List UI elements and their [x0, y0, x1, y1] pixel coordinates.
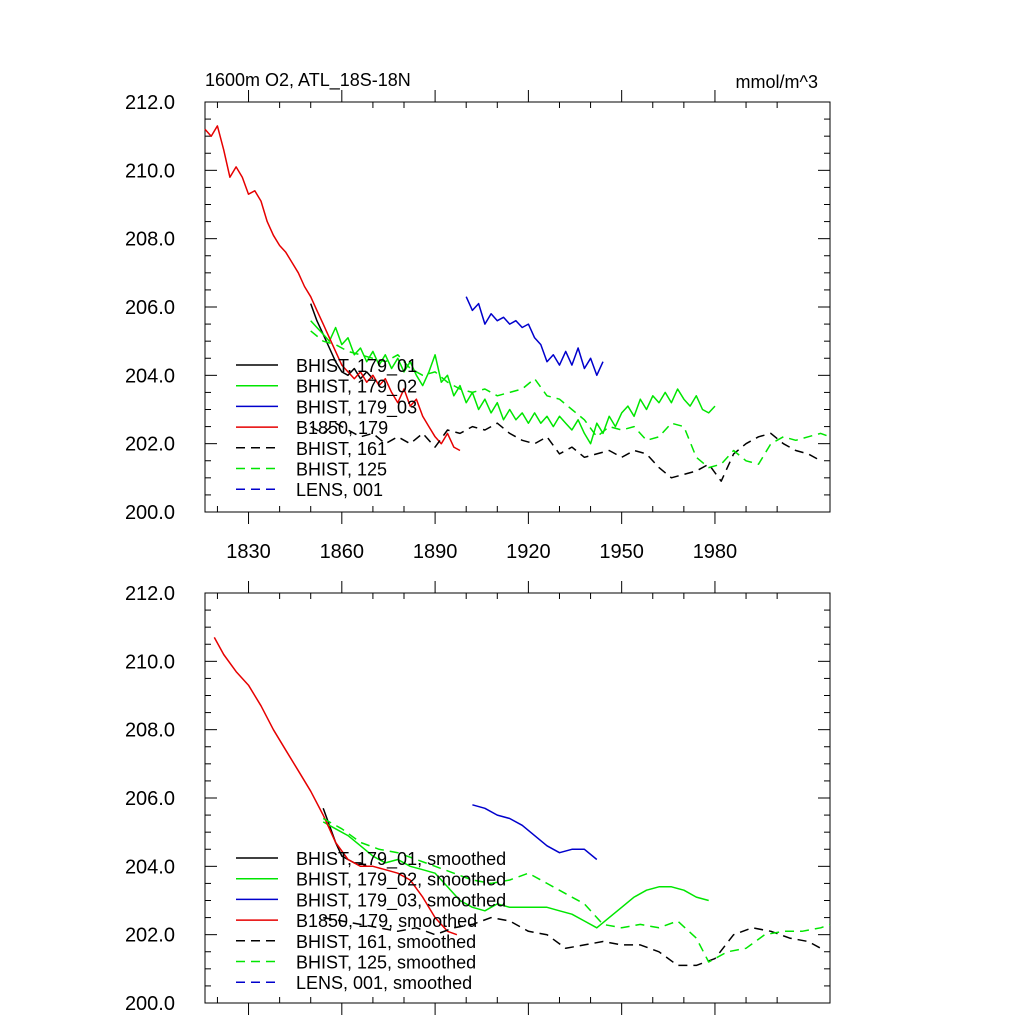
y-tick-label: 204.0: [125, 365, 175, 387]
legend-label: BHIST, 179_02, smoothed: [296, 870, 506, 891]
series-line-2: [322, 821, 709, 929]
series-line-3: [465, 296, 604, 377]
y-tick-label: 212.0: [125, 92, 175, 114]
y-tick-label: 212.0: [125, 583, 175, 605]
legend-label: BHIST, 125, smoothed: [296, 953, 476, 973]
x-tick-label: 1890: [413, 541, 458, 563]
x-tick-label: 1860: [320, 541, 365, 563]
series-line-6: [310, 330, 831, 469]
legend-label: BHIST, 161, smoothed: [296, 932, 476, 952]
x-tick-label: 1950: [599, 541, 644, 563]
x-tick-label: 1830: [226, 541, 271, 563]
legend-label: BHIST, 179_01, smoothed: [296, 849, 506, 870]
y-tick-label: 208.0: [125, 229, 175, 251]
y-tick-label: 208.0: [125, 720, 175, 742]
x-tick-label: 1980: [693, 541, 738, 563]
legend-label: BHIST, 179_02: [296, 377, 417, 398]
series-line-4: [204, 125, 461, 452]
legend-label: BHIST, 179_01: [296, 356, 417, 377]
x-tick-label: 1920: [506, 541, 551, 563]
legend-label: LENS, 001: [296, 480, 383, 500]
y-tick-label: 202.0: [125, 434, 175, 456]
y-tick-label: 202.0: [125, 925, 175, 947]
legend-label: BHIST, 125: [296, 460, 387, 480]
y-tick-label: 200.0: [125, 502, 175, 524]
y-tick-label: 206.0: [125, 788, 175, 810]
legend-label: B1850, 179: [296, 418, 388, 438]
legend-label: BHIST, 179_03: [296, 397, 417, 418]
units-label: mmol/m^3: [736, 72, 818, 92]
series-line-3: [472, 804, 598, 861]
series-line-4: [213, 637, 458, 936]
chart-panel-2: 200.0 202.0 204.0 206.0 208.0 210.0 212.0 BHIST…: [125, 581, 831, 1015]
chart-panel-1: 1600m O2, ATL_18S-18N mmol/m^3 200.0 202.0 2…: [125, 70, 831, 563]
series-line-2: [310, 320, 716, 445]
chart-title: 1600m O2, ATL_18S-18N: [205, 70, 411, 91]
legend-label: BHIST, 161: [296, 439, 387, 459]
y-tick-label: 210.0: [125, 651, 175, 673]
series-line-1: [322, 808, 368, 867]
legend-label: BHIST, 179_03, smoothed: [296, 890, 506, 911]
legend-label: LENS, 001, smoothed: [296, 973, 472, 993]
series-line-6: [322, 817, 831, 963]
legend-label: B1850, 179, smoothed: [296, 911, 477, 931]
series-line-5: [323, 916, 822, 967]
y-tick-label: 210.0: [125, 160, 175, 182]
y-tick-label: 200.0: [125, 993, 175, 1015]
y-tick-label: 204.0: [125, 856, 175, 878]
y-tick-label: 206.0: [125, 297, 175, 319]
